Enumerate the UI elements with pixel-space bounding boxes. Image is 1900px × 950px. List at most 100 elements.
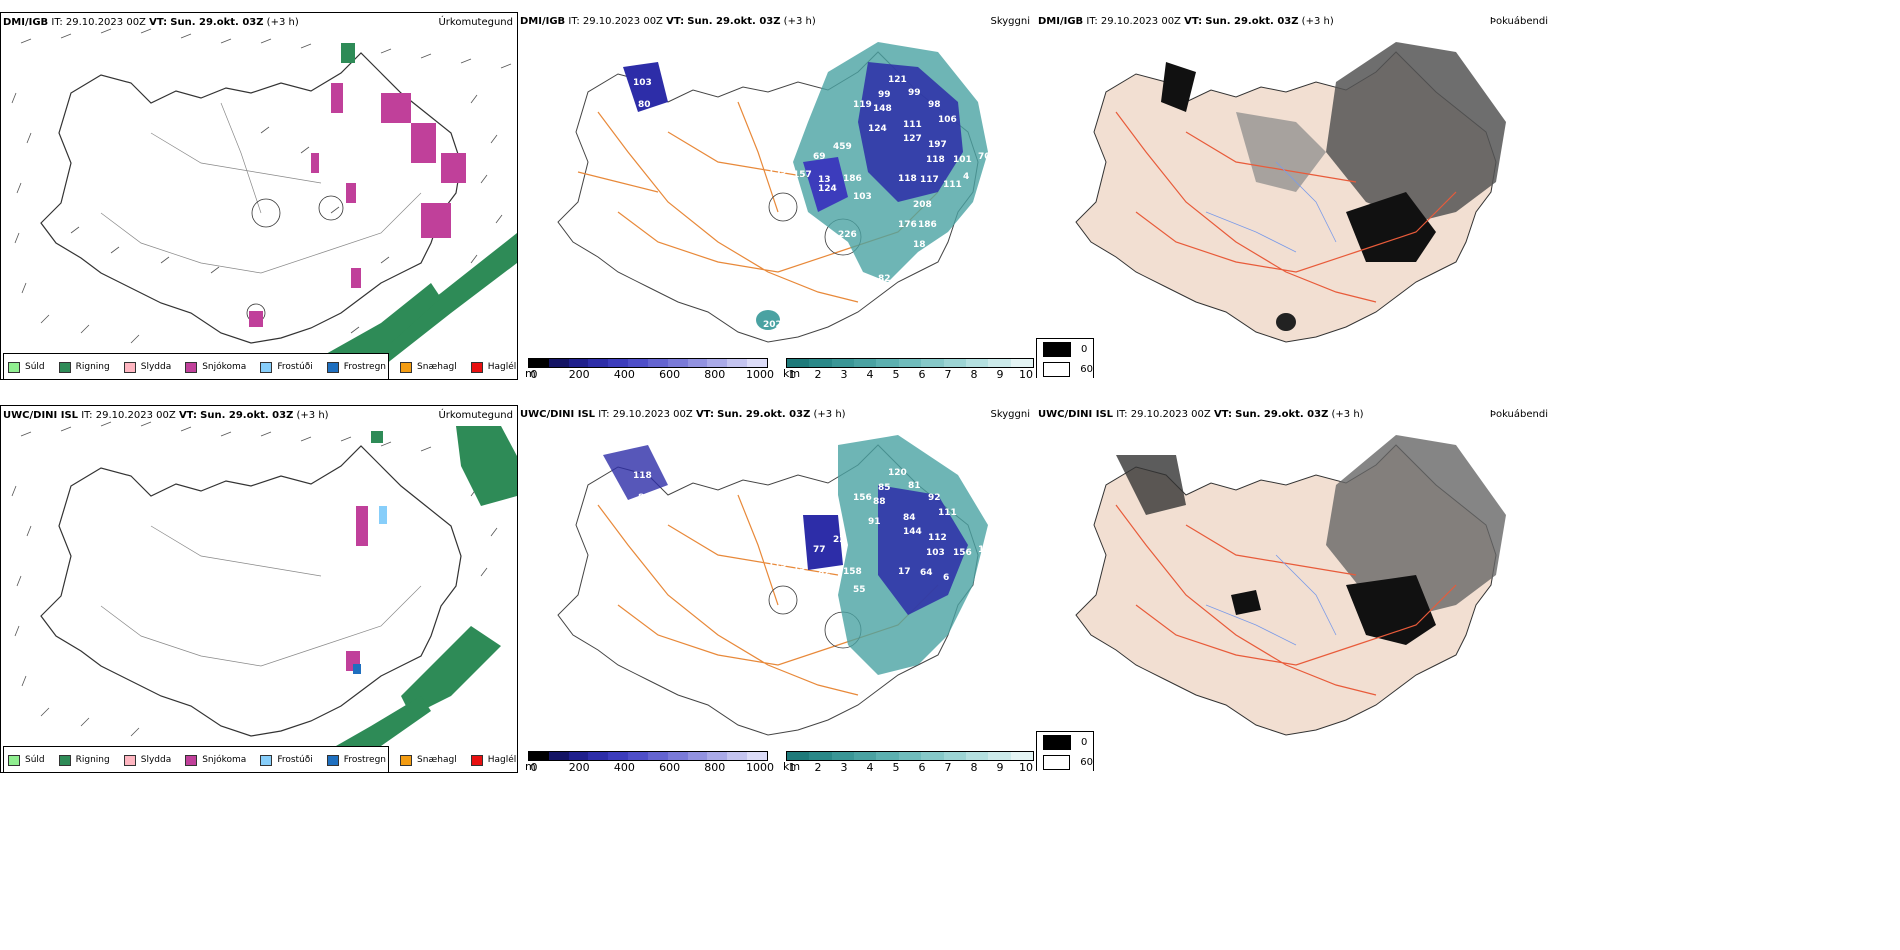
legend-swatch (123, 361, 136, 373)
colorbar-cell (988, 359, 1011, 367)
panel-header: DMI/IGB IT: 29.10.2023 00Z VT: Sun. 29.o… (1038, 16, 1548, 27)
visibility-value-label: 226 (838, 230, 857, 240)
colorbar-cell (529, 752, 549, 760)
visibility-value-label: 13 (818, 175, 831, 185)
fog-swatch (1043, 341, 1071, 357)
visibility-value-label: 156 (853, 493, 872, 503)
visibility-value-label: 17 (898, 567, 911, 577)
visibility-value-label: 82 (878, 274, 891, 284)
rivers (1205, 161, 1337, 253)
fog-shading (1161, 42, 1506, 331)
fog-label: 0 (1081, 736, 1088, 748)
visibility-value-label: 81 (908, 481, 921, 491)
precip-legend: Súld Rigning Slydda Snjókoma Frostúði Frostre… (3, 746, 516, 772)
visibility-value-label: 124 (868, 124, 887, 134)
colorbar-tick: 1000 (746, 368, 774, 378)
colorbar-tick: 5 (892, 368, 900, 378)
visibility-value-label: 111 (903, 120, 922, 130)
panel-title: Skyggni (990, 409, 1030, 420)
visibility-value-label: 91 (868, 517, 881, 527)
visibility-value-label: 117 (920, 175, 939, 185)
colorbar-cell (628, 359, 648, 367)
panel-header: DMI/IGB IT: 29.10.2023 00Z VT: Sun. 29.o… (3, 17, 513, 28)
colorbar-cell (965, 359, 989, 367)
legend-item: Snjókoma (185, 754, 246, 766)
visibility-value-label: 156 (953, 548, 972, 558)
legend-swatch (123, 754, 136, 766)
fog-shading (1116, 435, 1506, 645)
visibility-panel-bottom: UWC/DINI ISL IT: 29.10.2023 00Z VT: Sun.… (518, 405, 1034, 771)
colorbar-cell (727, 752, 748, 760)
colorbar-cell (921, 359, 944, 367)
fog-legend-row: 60 (1037, 359, 1093, 378)
colorbar-tick: 7 (944, 761, 952, 771)
iceland-coastline (40, 445, 462, 737)
colorbar-cell (787, 359, 810, 367)
panel-title: Skyggni (990, 16, 1030, 27)
colorbar-tick: 800 (704, 368, 726, 378)
colorbar-cell (667, 752, 688, 760)
iceland-map (557, 435, 988, 736)
legend-swatch (470, 361, 483, 373)
height-colorbar: 0 200 400 600 800 1000 m (525, 751, 774, 771)
panel-header: UWC/DINI ISL IT: 29.10.2023 00Z VT: Sun.… (1038, 409, 1548, 420)
visibility-value-label: 197 (928, 140, 947, 150)
visibility-value-label: 70 (978, 152, 991, 162)
visibility-value-label: 10 (778, 124, 791, 134)
legend-item: Frostregn (326, 754, 387, 766)
visibility-value-label: 118 (926, 155, 945, 165)
colorbar-cell (608, 752, 629, 760)
colorbar-tick: 200 (568, 761, 590, 771)
legend-label: Frostregn (343, 755, 387, 765)
visibility-value-label: 119 (853, 100, 872, 110)
colorbar-cell (943, 359, 966, 367)
visibility-colorbar: 1 2 3 4 5 6 7 8 9 10 km (783, 358, 1034, 378)
visibility-value-label: 85 (878, 483, 891, 493)
visibility-panel-top: DMI/IGB IT: 29.10.2023 00Z VT: Sun. 29.o… (518, 12, 1034, 378)
fog-legend: 0 60 (1036, 338, 1094, 378)
legend-label: Haglél (487, 362, 517, 372)
legend-item: Frostúði (260, 754, 313, 766)
colorbar-unit: m (525, 367, 536, 378)
visibility-value-label: 176 (898, 220, 917, 230)
legend-label: Frostregn (343, 362, 387, 372)
legend-item: Slydda (123, 361, 171, 373)
colorbar-tick: 600 (659, 761, 681, 771)
colorbar-cell (809, 752, 832, 760)
visibility-value-label: 111 (938, 508, 957, 518)
colorbar-cell (687, 359, 708, 367)
fog-swatch (1043, 361, 1071, 377)
iceland-roads (100, 525, 422, 667)
fog-roads (1115, 504, 1457, 696)
visibility-value-label: 103 (633, 78, 652, 88)
colorbar-cell (667, 359, 688, 367)
panel-title: Þokuábendi (1489, 16, 1548, 27)
colorbar-tick: 2 (814, 761, 822, 771)
colorbar-cell (747, 359, 767, 367)
colorbar-tick: 7 (944, 368, 952, 378)
precip-legend: Súld Rigning Slydda Snjókoma Frostúði Frostre… (3, 353, 516, 379)
glaciers (246, 195, 344, 323)
fog-label: 0 (1081, 343, 1088, 355)
legend-swatch (260, 754, 273, 766)
precip-areas (249, 43, 517, 373)
legend-label: Snæhagl (417, 755, 457, 765)
colorbar-tick: 5 (892, 761, 900, 771)
colorbar-tick: 4 (866, 368, 874, 378)
colorbar-tick: 200 (568, 368, 590, 378)
legend-item: Haglél (470, 754, 516, 766)
visibility-value-label: 6 (943, 573, 950, 583)
legend-label: Frostúði (277, 362, 313, 372)
legend-item: Rigning (58, 754, 110, 766)
legend-item: Frostregn (326, 361, 387, 373)
legend-label: Snæhagl (417, 362, 457, 372)
fog-legend-row: 60 (1037, 752, 1093, 771)
visibility-value-label: 186 (918, 220, 937, 230)
colorbar-tick: 9 (996, 368, 1004, 378)
visibility-value-label: 459 (833, 142, 852, 152)
visibility-value-label: 101 (953, 155, 972, 165)
colorbar-cell (548, 752, 569, 760)
legend-swatch (326, 361, 339, 373)
colorbar-tick: 600 (659, 368, 681, 378)
visibility-value-label: 111 (943, 180, 962, 190)
